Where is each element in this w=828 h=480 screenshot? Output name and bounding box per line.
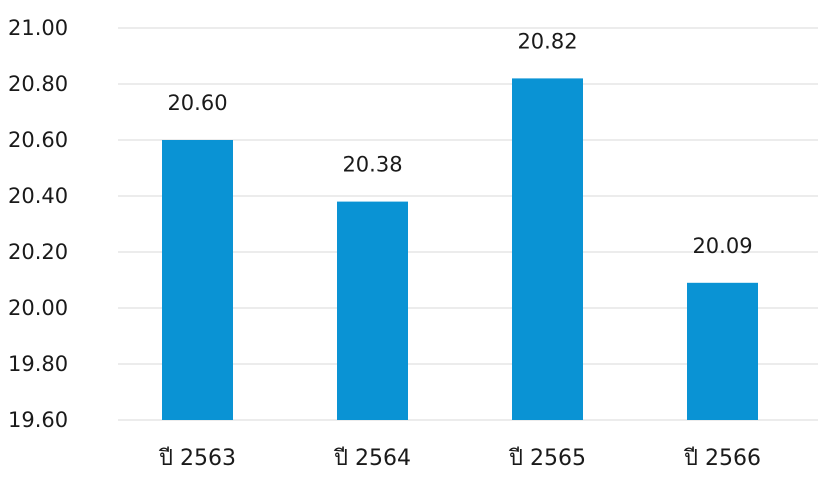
x-tick-label: ปี 2564 [333,446,411,471]
data-label: 20.09 [692,234,752,258]
x-tick-label: ปี 2563 [158,446,236,471]
y-tick-label: 21.00 [8,16,68,40]
bars [162,78,758,421]
bar [162,140,233,420]
bar [337,201,408,420]
y-tick-label: 19.80 [8,352,68,376]
data-label: 20.82 [517,29,577,53]
bar [687,282,758,420]
bar [512,78,583,421]
y-tick-label: 20.00 [8,296,68,320]
y-tick-label: 20.80 [8,72,68,96]
y-tick-label: 20.20 [8,240,68,264]
y-tick-label: 20.40 [8,184,68,208]
y-tick-label: 19.60 [8,408,68,432]
x-tick-label: ปี 2565 [508,446,586,471]
y-axis-tick-labels: 19.60 19.80 20.00 20.20 20.40 20.60 20.80 21.00 [8,16,68,432]
x-tick-label: ปี 2566 [683,446,761,471]
gridlines [118,27,818,421]
data-label: 20.60 [167,91,227,115]
y-tick-label: 20.60 [8,128,68,152]
data-labels: 20.60 20.38 20.82 20.09 [167,29,752,257]
data-label: 20.38 [342,153,402,177]
x-axis-tick-labels: ปี 2563 ปี 2564 ปี 2565 ปี 2566 [158,446,761,471]
